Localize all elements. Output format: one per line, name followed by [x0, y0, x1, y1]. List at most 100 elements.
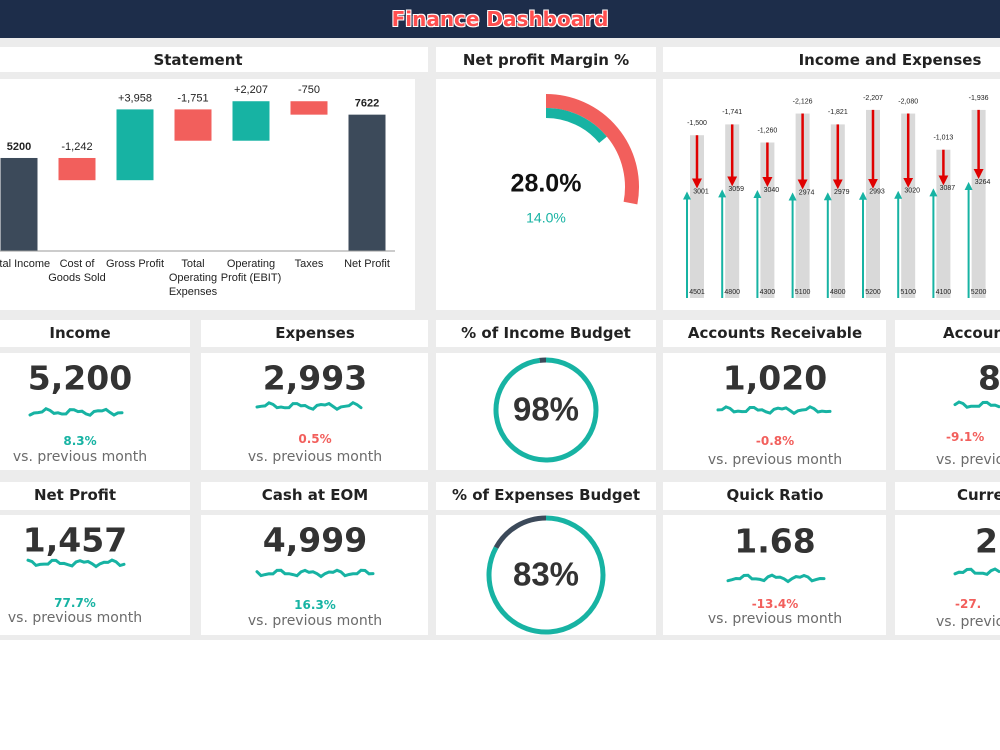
- data-label: 4100: [936, 289, 952, 296]
- donut-value: 28.0%: [511, 170, 582, 198]
- chart-title: Net profit Margin %: [462, 51, 630, 69]
- card-title: Expenses: [275, 324, 355, 342]
- data-label: -750: [298, 84, 320, 96]
- data-label: 3059: [728, 186, 744, 193]
- donut-value: 14.0%: [526, 210, 566, 226]
- sparkline: [716, 405, 832, 416]
- chart-title: Statement: [153, 51, 243, 69]
- income-bar: [725, 124, 740, 299]
- income-bar: [795, 113, 810, 298]
- x-tick-label: Cost of Goods Sold: [48, 258, 106, 284]
- data-label: 2974: [799, 189, 815, 196]
- data-label: -1,741: [722, 109, 742, 116]
- data-label: 5200: [7, 141, 31, 153]
- gauge-value: 83%: [513, 556, 579, 593]
- kpi-change: -27.: [955, 597, 982, 611]
- sparkline: [26, 558, 126, 569]
- title-box: [663, 320, 886, 347]
- kpi-note: vs. previou: [936, 452, 1000, 468]
- data-label: -1,013: [933, 135, 953, 142]
- kpi-value: 2,993: [262, 358, 368, 398]
- data-label: 3001: [693, 188, 709, 195]
- bar: [116, 109, 154, 181]
- data-label: 4800: [724, 289, 740, 296]
- data-label: -1,242: [61, 141, 92, 153]
- data-label: -1,821: [828, 109, 848, 116]
- data-label: 4300: [760, 289, 776, 296]
- title-box: [201, 482, 428, 510]
- data-label: 5200: [971, 289, 987, 296]
- card-body: [663, 353, 886, 470]
- x-tick-label: Operating Profit (EBIT): [220, 258, 282, 284]
- data-label: +3,958: [118, 92, 152, 104]
- card-title: Accounts Receivable: [687, 324, 863, 342]
- kpi-change: 8.3%: [63, 434, 97, 448]
- data-label: 4800: [830, 289, 846, 296]
- data-label: 4501: [689, 289, 705, 296]
- title-box: [436, 47, 656, 72]
- income-bar: [971, 109, 986, 298]
- card-body: [201, 353, 428, 470]
- kpi-value: 1,457: [22, 520, 128, 560]
- kpi-value: 1.68: [734, 521, 816, 561]
- income-bar: [690, 135, 704, 298]
- kpi-change: 77.7%: [54, 596, 96, 610]
- gauge-arc: [486, 515, 606, 635]
- card-body: [436, 353, 656, 470]
- data-label: -1,260: [757, 127, 777, 134]
- title-box: [663, 47, 1000, 72]
- waterfall-chart: 5200 -1,242 +3,958 -1,751 +2,207 -750 7622: [0, 84, 395, 252]
- kpi-note: vs. previous month: [247, 613, 383, 629]
- sparkline: [255, 400, 363, 411]
- dashboard-title: Finance Dashboard: [391, 7, 609, 31]
- kpi-note: vs. previous month: [7, 610, 143, 626]
- chart-title: Income and Expenses: [798, 51, 982, 69]
- data-label: 2993: [869, 189, 885, 196]
- title-box: [436, 320, 656, 347]
- data-label: -1,500: [687, 120, 707, 127]
- donut-arc: [545, 108, 607, 144]
- income-bar: [830, 124, 845, 299]
- data-label: 7622: [355, 98, 379, 110]
- kpi-value: 4,999: [262, 520, 368, 560]
- data-label: 3264: [975, 179, 991, 186]
- kpi-change: -13.4%: [751, 597, 799, 611]
- sparkline: [28, 406, 124, 417]
- income-bar: [901, 113, 916, 298]
- x-tick-label: Net Profit: [344, 258, 390, 270]
- card-title: Curre: [957, 486, 1000, 504]
- title-box: [895, 482, 1000, 510]
- card-body: [895, 353, 1000, 470]
- x-tick-label: Gross Profit: [105, 258, 165, 270]
- data-label: +2,207: [234, 84, 268, 96]
- bar: [174, 109, 212, 141]
- data-label: -1,751: [177, 92, 208, 104]
- kpi-change: 0.5%: [298, 432, 332, 446]
- kpi-value: 8: [978, 358, 1000, 398]
- data-label: -1,936: [969, 95, 989, 102]
- card-title: % of Expenses Budget: [452, 486, 640, 504]
- title-box: [663, 482, 886, 510]
- gauge-chart: 83%: [486, 515, 606, 635]
- data-label: 2979: [834, 189, 850, 196]
- card-body: [0, 515, 190, 635]
- kpi-change: -0.8%: [755, 434, 795, 448]
- gauge-chart: 98%: [493, 357, 599, 463]
- sparkline: [953, 400, 1000, 409]
- sparkline: [953, 567, 1000, 576]
- x-tick-label: Total Operating Expenses: [168, 258, 218, 298]
- donut-chart: 28.0% 14.0%: [511, 94, 639, 226]
- header: Finance Dashboard: [0, 0, 1000, 38]
- kpi-value: 1,020: [722, 358, 828, 398]
- gauge-remainder: [493, 515, 547, 549]
- card-title: Quick Ratio: [726, 486, 824, 504]
- income-bar: [936, 149, 951, 298]
- title-box: [895, 320, 1000, 347]
